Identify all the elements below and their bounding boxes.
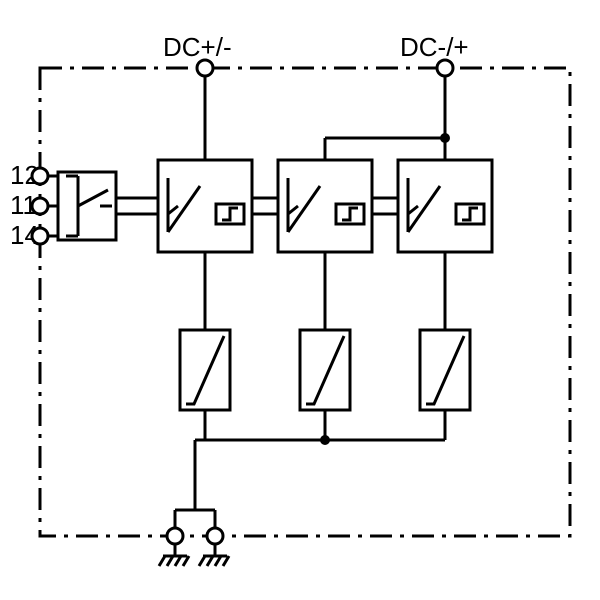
terminal-14 [32, 228, 48, 244]
ground-icon [199, 544, 229, 566]
terminal-dc-neg [437, 60, 453, 76]
varistor-2 [300, 330, 350, 410]
enclosure-frame [40, 68, 570, 536]
terminal-12 [32, 168, 48, 184]
relay-contact-box [58, 172, 116, 240]
terminal-ground-1 [167, 528, 183, 544]
label-dc-pos: DC+/- [163, 32, 232, 62]
junction-top-right [440, 133, 450, 143]
spd-box-1 [158, 160, 252, 252]
ground-icon [159, 544, 189, 566]
spd-box-3 [398, 160, 492, 252]
terminal-11 [32, 198, 48, 214]
label-dc-neg: DC-/+ [400, 32, 469, 62]
junction-bottom-bus [320, 435, 330, 445]
circuit-diagram: DC+/- DC-/+ 12 11 14 [0, 0, 600, 600]
spd-box-2 [278, 160, 372, 252]
terminal-ground-2 [207, 528, 223, 544]
terminal-dc-pos [197, 60, 213, 76]
varistor-1 [180, 330, 230, 410]
varistor-3 [420, 330, 470, 410]
